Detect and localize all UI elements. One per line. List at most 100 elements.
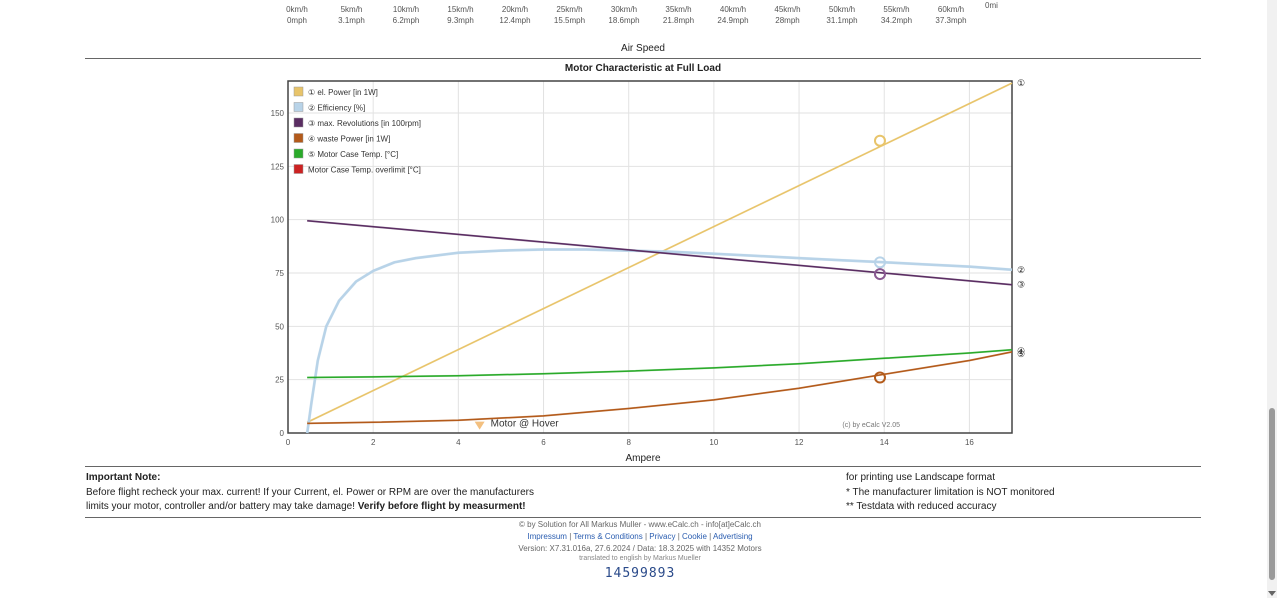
scrollbar-thumb[interactable] xyxy=(1269,408,1275,580)
testdata-note: ** Testdata with reduced accuracy xyxy=(846,501,997,512)
speed-mph: 9.3mph xyxy=(447,16,474,25)
legend-entry: ③ max. Revolutions [in 100rpm] xyxy=(308,119,421,128)
speed-cell: 10km/h 6.2mph xyxy=(376,4,436,26)
y-tick-label: 25 xyxy=(275,376,284,385)
hover-marker xyxy=(474,421,485,430)
legend-swatch xyxy=(293,102,304,112)
speed-kmh: 20km/h xyxy=(501,5,529,14)
speed-cell: 0km/h 0mph xyxy=(267,4,327,26)
speed-kmh: 45km/h xyxy=(774,5,801,14)
footer-links: Impressum | Terms & Conditions | Privacy… xyxy=(527,532,753,541)
operating-point-marker xyxy=(873,134,886,147)
x-tick-label: 6 xyxy=(541,438,546,447)
footer-version: Version: X7.31.016a, 27.6.2024 / Data: 1… xyxy=(518,544,762,553)
y-tick-label: 125 xyxy=(271,162,285,171)
x-tick-label: 10 xyxy=(709,438,718,447)
speed-cell: 35km/h 21.8mph xyxy=(649,4,709,26)
operating-point-marker xyxy=(873,371,886,384)
speed-mph: 28mph xyxy=(775,16,800,25)
hover-label: Motor @ Hover xyxy=(491,419,560,430)
speed-kmh: 40km/h xyxy=(719,5,747,14)
speed-cell: 15km/h 9.3mph xyxy=(431,4,491,26)
right-series-label: ① xyxy=(1017,78,1025,88)
important-note-verify: Verify before flight by measurment! xyxy=(357,501,526,512)
legend-swatch xyxy=(293,117,304,128)
speed-mph: 18.6mph xyxy=(608,16,640,25)
chart-watermark: (c) by eCalc V2.05 xyxy=(842,422,900,429)
x-tick-label: 14 xyxy=(880,438,889,447)
x-tick-label: 2 xyxy=(371,438,376,447)
speed-cell: 60km/h 37.3mph xyxy=(921,4,981,26)
x-tick-label: 16 xyxy=(965,438,974,447)
divider-top xyxy=(85,58,1201,59)
series-line-3 xyxy=(307,351,1013,425)
legend-swatch xyxy=(293,164,304,174)
speed-cell: 55km/h 34.2mph xyxy=(867,4,927,26)
y-tick-label: 75 xyxy=(275,269,284,278)
y-tick-label: 150 xyxy=(271,109,285,118)
motor-characteristic-chart: Motor Characteristic at Full Load 0 2 4 6 8 10… xyxy=(271,63,1025,464)
speed-mph: 21.8mph xyxy=(662,16,695,25)
speed-mph: 24.9mph xyxy=(717,16,749,25)
x-tick-label: 4 xyxy=(456,438,461,447)
x-tick-label: 0 xyxy=(286,438,291,447)
impressum-link[interactable]: Impressum xyxy=(527,532,567,541)
x-tick-label: 8 xyxy=(626,438,631,447)
cookie-link[interactable]: Cookie xyxy=(682,532,707,541)
privacy-link[interactable]: Privacy xyxy=(649,532,676,541)
right-series-label: ③ xyxy=(1017,280,1025,290)
right-series-label: ④ xyxy=(1017,346,1025,356)
y-tick-label: 0 xyxy=(280,429,285,438)
footer-copyright: © by Solution for All Markus Muller - ww… xyxy=(519,520,761,529)
visitor-counter: 14599893 xyxy=(604,566,676,581)
legend-entry: ② Efficiency [%] xyxy=(308,104,365,113)
footer-translated: translated to english by Markus Mueller xyxy=(579,555,701,562)
speed-cell: 30km/h 18.6mph xyxy=(594,4,654,26)
manufacturer-limit-note: * The manufacturer limitation is NOT mon… xyxy=(846,487,1055,498)
series-line-2 xyxy=(307,219,1013,286)
print-hint: for printing use Landscape format xyxy=(846,472,995,483)
chart-title: Motor Characteristic at Full Load xyxy=(565,63,721,74)
speed-kmh: 50km/h xyxy=(828,5,856,14)
y-tick-label: 50 xyxy=(275,322,284,331)
important-note-line1: Before flight recheck your max. current!… xyxy=(86,487,534,498)
scroll-down-arrow-icon[interactable] xyxy=(1268,591,1276,596)
speed-mph: 34.2mph xyxy=(880,16,913,25)
speed-mph: 31.1mph xyxy=(826,16,858,25)
important-note-title: Important Note: xyxy=(86,472,161,483)
speed-mph: 3.1mph xyxy=(338,16,365,25)
page-scrollbar[interactable] xyxy=(1267,0,1277,598)
right-series-label: ② xyxy=(1017,265,1025,275)
legend-entry: ⑤ Motor Case Temp. [°C] xyxy=(308,150,398,159)
series-line-4 xyxy=(307,349,1013,379)
speed-kmh: 35km/h xyxy=(665,5,692,14)
speed-cell: 25km/h 15.5mph xyxy=(540,4,600,26)
speed-cell: 5km/h 3.1mph xyxy=(322,4,382,26)
speed-mph: 6.2mph xyxy=(392,16,420,25)
divider-notes-top xyxy=(85,466,1201,467)
important-note-line2: limits your motor, controller and/or bat… xyxy=(86,500,526,514)
operating-point-marker xyxy=(873,268,886,281)
legend-swatch xyxy=(293,133,304,143)
speed-extra: 0mi xyxy=(985,1,998,10)
legend-entry: ④ waste Power [in 1W] xyxy=(308,135,390,144)
legend-entry: ① el. Power [in 1W] xyxy=(308,88,378,97)
speed-kmh: 15km/h xyxy=(447,5,474,14)
speed-kmh: 0km/h xyxy=(286,5,308,14)
speed-kmh: 25km/h xyxy=(556,5,583,14)
speed-cell: 50km/h 31.1mph xyxy=(812,4,872,26)
speed-kmh: 55km/h xyxy=(883,5,910,14)
x-tick-label: 12 xyxy=(795,438,804,447)
speed-cell: 20km/h 12.4mph xyxy=(485,4,545,26)
terms-link[interactable]: Terms & Conditions xyxy=(573,532,643,541)
important-note-line2-text: limits your motor, controller and/or bat… xyxy=(86,501,358,512)
speed-mph: 37.3mph xyxy=(935,16,967,25)
advertising-link[interactable]: Advertising xyxy=(713,532,753,541)
y-tick-label: 100 xyxy=(271,216,285,225)
plot-border xyxy=(287,80,1013,434)
legend-entry: Motor Case Temp. overlimit [°C] xyxy=(308,166,421,175)
right-series-label: ⑤ xyxy=(1017,349,1025,359)
speed-mph: 15.5mph xyxy=(553,16,586,25)
series-line-1 xyxy=(305,248,1013,434)
speed-kmh: 30km/h xyxy=(610,5,638,14)
